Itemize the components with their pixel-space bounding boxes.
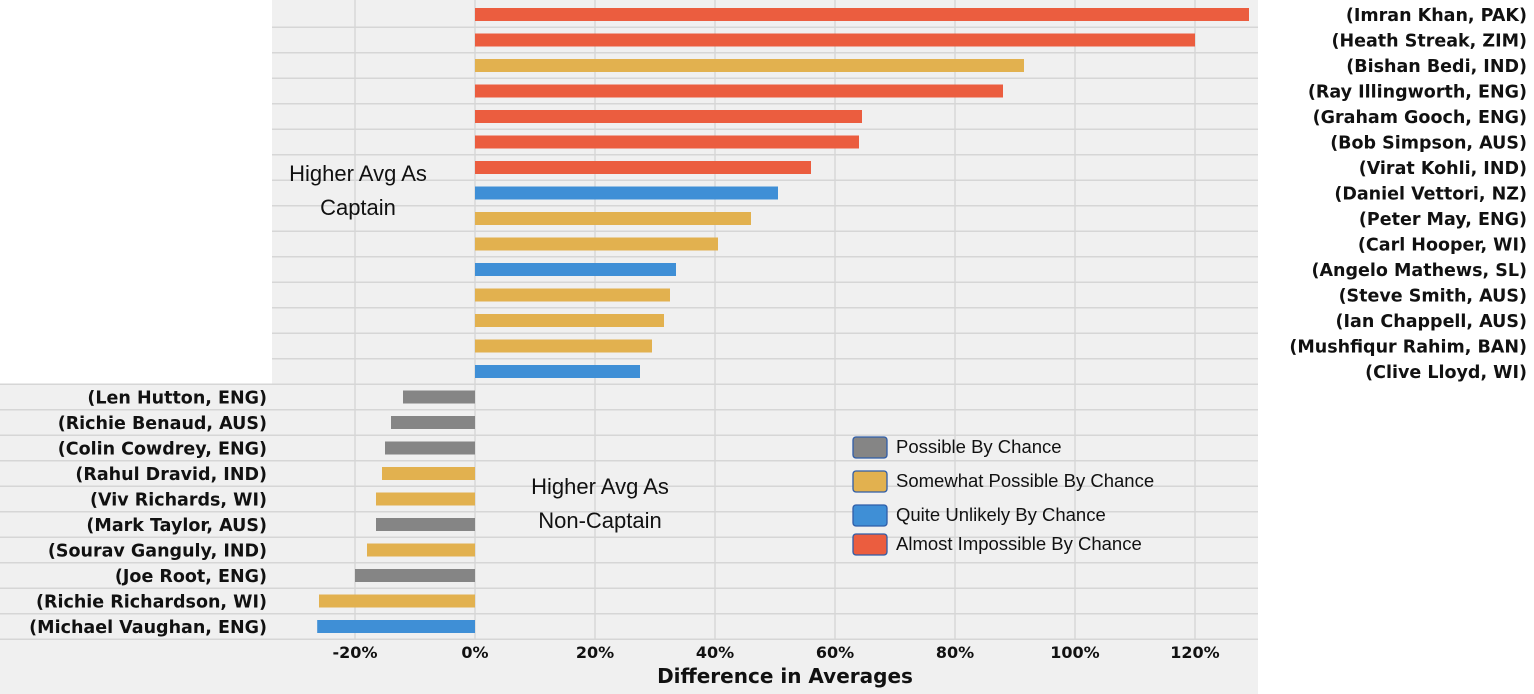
x-tick-label-4: 60% xyxy=(816,643,854,662)
x-tick-label-3: 40% xyxy=(696,643,734,662)
bar-17 xyxy=(385,441,475,455)
legend-swatch-unlikely xyxy=(852,504,888,527)
bar-label-2: (Bishan Bedi, IND) xyxy=(1346,57,1527,77)
bar-6 xyxy=(475,161,811,174)
legend-label-somewhat: Somewhat Possible By Chance xyxy=(896,470,1154,491)
plot-background-lower xyxy=(0,385,1258,694)
bar-18 xyxy=(382,467,475,480)
annotation-higher-captain-line-0: Higher Avg As xyxy=(289,161,427,186)
x-tick-label-2: 20% xyxy=(576,643,614,662)
bar-label-11: (Steve Smith, AUS) xyxy=(1339,287,1527,307)
annotation-higher-noncaptain-line-0: Higher Avg As xyxy=(531,474,669,499)
x-tick-label-1: 0% xyxy=(461,643,488,662)
bar-1 xyxy=(475,33,1195,47)
bar-label-21: (Sourav Ganguly, IND) xyxy=(48,542,267,562)
bar-10 xyxy=(475,263,676,276)
bar-label-8: (Peter May, ENG) xyxy=(1359,210,1527,230)
bar-label-10: (Angelo Mathews, SL) xyxy=(1311,261,1527,281)
bar-label-4: (Graham Gooch, ENG) xyxy=(1313,108,1527,128)
legend-swatch-somewhat xyxy=(852,470,888,493)
bar-label-7: (Daniel Vettori, NZ) xyxy=(1334,185,1527,205)
bar-label-9: (Carl Hooper, WI) xyxy=(1358,236,1527,256)
bar-label-5: (Bob Simpson, AUS) xyxy=(1330,134,1527,154)
bar-label-18: (Rahul Dravid, IND) xyxy=(75,465,267,485)
bar-4 xyxy=(475,110,862,123)
bar-13 xyxy=(475,339,652,353)
x-tick-label-0: -20% xyxy=(333,643,378,662)
bar-24 xyxy=(317,620,475,633)
bar-9 xyxy=(475,237,718,251)
annotation-higher-noncaptain-line-1: Non-Captain xyxy=(538,508,662,533)
bar-7 xyxy=(475,186,778,200)
bar-22 xyxy=(355,569,475,582)
legend-label-possible: Possible By Chance xyxy=(896,436,1062,457)
bar-20 xyxy=(376,518,475,531)
bar-2 xyxy=(475,59,1024,72)
bar-16 xyxy=(391,416,475,429)
bar-label-14: (Clive Lloyd, WI) xyxy=(1365,363,1527,383)
legend-swatch-impossible xyxy=(852,533,888,556)
bar-19 xyxy=(376,492,475,506)
bar-label-22: (Joe Root, ENG) xyxy=(115,567,267,587)
bar-label-0: (Imran Khan, PAK) xyxy=(1346,6,1527,26)
bar-label-6: (Virat Kohli, IND) xyxy=(1359,159,1527,179)
bar-8 xyxy=(475,212,751,225)
bar-label-23: (Richie Richardson, WI) xyxy=(36,593,267,613)
bar-23 xyxy=(319,594,475,608)
bar-15 xyxy=(403,390,475,404)
legend-label-unlikely: Quite Unlikely By Chance xyxy=(896,504,1106,525)
bar-label-3: (Ray Illingworth, ENG) xyxy=(1308,83,1527,103)
bar-label-13: (Mushfiqur Rahim, BAN) xyxy=(1289,338,1527,358)
bar-11 xyxy=(475,288,670,302)
x-tick-label-5: 80% xyxy=(936,643,974,662)
bar-5 xyxy=(475,135,859,149)
bar-3 xyxy=(475,84,1003,98)
bar-label-24: (Michael Vaughan, ENG) xyxy=(29,618,267,638)
annotation-higher-captain-line-1: Captain xyxy=(320,195,396,220)
legend-swatch-possible xyxy=(852,436,888,459)
x-tick-label-7: 120% xyxy=(1170,643,1219,662)
bar-label-17: (Colin Cowdrey, ENG) xyxy=(58,440,267,460)
legend-label-impossible: Almost Impossible By Chance xyxy=(896,533,1142,554)
bar-label-20: (Mark Taylor, AUS) xyxy=(86,516,267,536)
bar-21 xyxy=(367,543,475,557)
bar-label-19: (Viv Richards, WI) xyxy=(90,491,267,511)
bar-0 xyxy=(475,8,1249,21)
x-tick-label-6: 100% xyxy=(1050,643,1099,662)
bar-label-16: (Richie Benaud, AUS) xyxy=(58,414,267,434)
bar-14 xyxy=(475,365,640,378)
bar-12 xyxy=(475,314,664,327)
x-axis-label: Difference in Averages xyxy=(657,664,913,688)
bar-label-15: (Len Hutton, ENG) xyxy=(87,389,267,409)
bar-label-12: (Ian Chappell, AUS) xyxy=(1336,312,1527,332)
bar-label-1: (Heath Streak, ZIM) xyxy=(1331,32,1527,52)
